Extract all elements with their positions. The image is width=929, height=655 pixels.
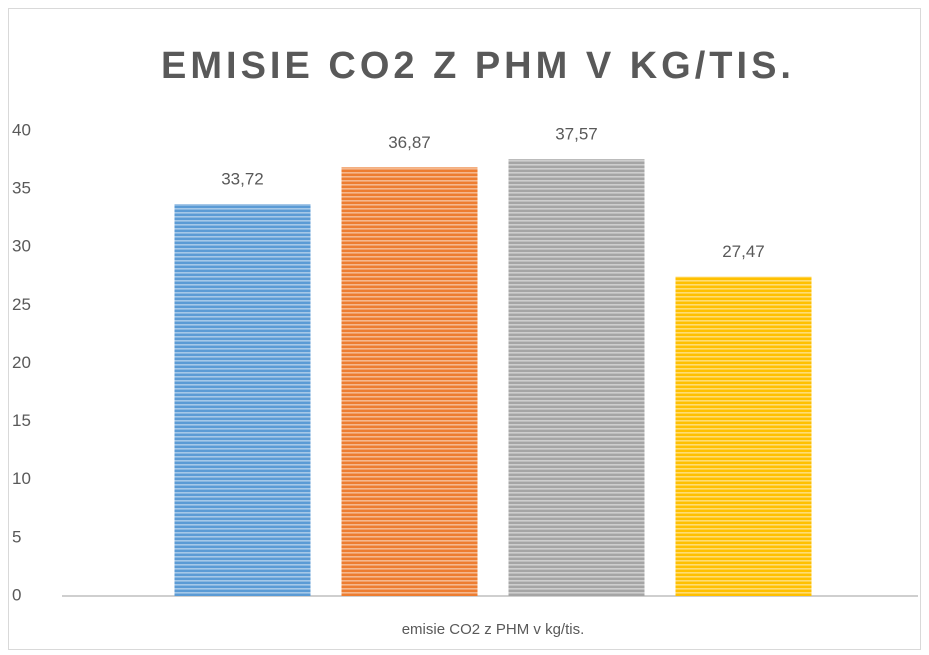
chart-title: EMISIE CO2 Z PHM V KG/TIS. — [161, 45, 795, 87]
y-tick-label: 15 — [12, 411, 31, 430]
bar — [508, 159, 645, 596]
value-label: 37,57 — [555, 125, 598, 144]
y-tick-label: 40 — [12, 120, 31, 139]
y-tick-label: 35 — [12, 179, 31, 198]
value-label: 33,72 — [221, 169, 264, 188]
value-label: 27,47 — [722, 242, 765, 261]
y-tick-label: 10 — [12, 469, 31, 488]
y-tick-label: 5 — [12, 527, 21, 546]
x-tick-label: emisie CO2 z PHM v kg/tis. — [402, 621, 585, 638]
y-tick-label: 30 — [12, 237, 31, 256]
bar — [174, 204, 311, 596]
y-tick-label: 25 — [12, 295, 31, 314]
bar — [675, 276, 812, 596]
value-label: 36,87 — [388, 133, 431, 152]
y-tick-label: 20 — [12, 353, 31, 372]
bar — [341, 167, 478, 597]
y-tick-label: 0 — [12, 585, 21, 604]
